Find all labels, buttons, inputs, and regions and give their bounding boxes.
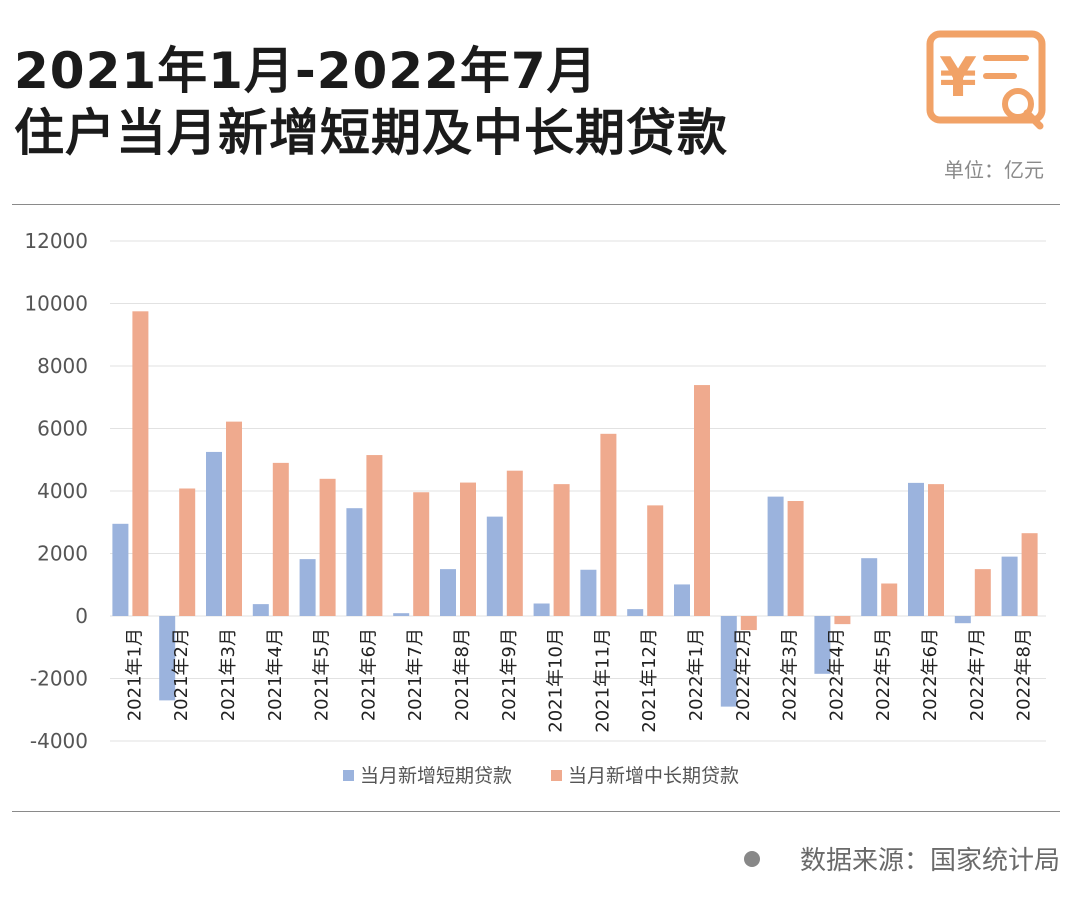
bottom-divider: [12, 811, 1060, 812]
bar-long-term: [928, 484, 944, 616]
top-divider: [12, 204, 1060, 205]
bar-long-term: [132, 311, 149, 616]
x-tick-label: 2022年1月: [686, 628, 707, 721]
x-tick-label: 2021年12月: [639, 628, 660, 733]
x-tick-label: 2021年9月: [499, 628, 520, 721]
bars: [112, 311, 1038, 707]
y-tick-label: -2000: [30, 667, 88, 691]
bar-chart: 12000 10000 8000 6000 4000 2000 0 -2000 -4000 20…: [24, 229, 1046, 787]
y-tick-label: 4000: [37, 479, 88, 503]
bar-short-term: [908, 482, 924, 616]
title-line-2: 住户当月新增短期及中长期贷款: [14, 104, 728, 162]
x-tick-label: 2022年6月: [920, 628, 941, 721]
y-tick-label: 0: [75, 604, 88, 628]
bar-short-term: [206, 451, 222, 616]
x-tick-label: 2021年10月: [546, 628, 567, 733]
legend-label-long-term: 当月新增中长期贷款: [568, 765, 739, 787]
unit-label: 单位：亿元: [944, 158, 1044, 182]
svg-text:¥: ¥: [939, 46, 977, 109]
x-tick-label: 2021年6月: [358, 628, 379, 721]
bar-short-term: [346, 508, 363, 616]
bar-long-term: [179, 488, 196, 616]
bar-long-term: [974, 569, 991, 616]
bar-short-term: [440, 569, 456, 616]
x-tick-label: 2021年1月: [124, 628, 145, 721]
x-tick-label: 2022年2月: [733, 628, 754, 721]
bar-short-term: [252, 604, 269, 616]
y-tick-label: 8000: [37, 354, 88, 378]
x-axis-ticks: 2021年1月 2021年2月 2021年3月 2021年4月 2021年5月 2021年…: [124, 628, 1034, 733]
bar-short-term: [580, 569, 597, 616]
bar-long-term: [1021, 533, 1038, 616]
x-tick-label: 2022年4月: [826, 628, 847, 721]
bullet-icon: [743, 850, 760, 867]
y-tick-label: 10000: [24, 292, 88, 316]
bar-long-term: [226, 421, 242, 616]
bar-short-term: [1001, 556, 1018, 616]
bar-long-term: [272, 462, 289, 616]
x-tick-label: 2021年7月: [405, 628, 426, 721]
x-tick-label: 2022年3月: [780, 628, 801, 721]
bar-short-term: [954, 616, 971, 624]
bar-long-term: [553, 484, 570, 616]
x-tick-label: 2022年7月: [967, 628, 988, 721]
bar-short-term: [720, 616, 737, 707]
x-tick-label: 2021年3月: [218, 628, 239, 721]
bar-long-term: [319, 478, 336, 616]
bar-long-term: [647, 505, 664, 616]
legend-swatch-short-term: [343, 770, 354, 781]
bar-long-term: [460, 482, 476, 616]
x-tick-label: 2021年11月: [592, 628, 613, 733]
bar-long-term: [740, 616, 757, 631]
bar-short-term: [627, 609, 644, 616]
bar-short-term: [299, 559, 316, 616]
bar-short-term: [159, 616, 176, 701]
x-tick-label: 2022年5月: [873, 628, 894, 721]
x-tick-label: 2021年2月: [171, 628, 192, 721]
y-tick-label: -4000: [30, 729, 88, 753]
page-title: 2021年1月-2022年7月 住户当月新增短期及中长期贷款: [14, 40, 728, 164]
bar-long-term: [366, 455, 383, 616]
yuan-document-search-icon: ¥: [926, 30, 1046, 130]
x-tick-label: 2021年8月: [452, 628, 473, 721]
bar-short-term: [674, 584, 690, 616]
y-axis-ticks: 12000 10000 8000 6000 4000 2000 0 -2000 -4000: [24, 229, 88, 753]
bar-long-term: [413, 492, 430, 616]
bar-short-term: [533, 603, 550, 616]
legend: 当月新增短期贷款 当月新增中长期贷款: [343, 765, 739, 787]
x-tick-label: 2021年5月: [312, 628, 333, 721]
source-text: 数据来源：国家统计局: [799, 846, 1060, 876]
bar-long-term: [834, 616, 851, 625]
bar-short-term: [814, 616, 831, 674]
legend-swatch-long-term: [551, 770, 562, 781]
bar-short-term: [861, 558, 878, 616]
bar-short-term: [393, 613, 410, 616]
y-tick-label: 6000: [37, 417, 88, 441]
y-tick-label: 2000: [37, 542, 88, 566]
bar-long-term: [881, 583, 898, 616]
bar-short-term: [486, 516, 503, 616]
bar-long-term: [694, 385, 710, 616]
x-tick-label: 2022年8月: [1014, 628, 1035, 721]
gridlines: [110, 240, 1046, 742]
bar-short-term: [112, 523, 129, 616]
y-tick-label: 12000: [24, 229, 88, 253]
bar-short-term: [767, 496, 784, 616]
data-source: 数据来源：国家统计局: [743, 840, 1060, 877]
bar-long-term: [506, 470, 523, 616]
title-line-1: 2021年1月-2022年7月: [14, 42, 598, 100]
legend-label-short-term: 当月新增短期贷款: [360, 765, 512, 787]
bar-long-term: [600, 433, 617, 616]
x-tick-label: 2021年4月: [265, 628, 286, 721]
bar-long-term: [787, 501, 804, 616]
